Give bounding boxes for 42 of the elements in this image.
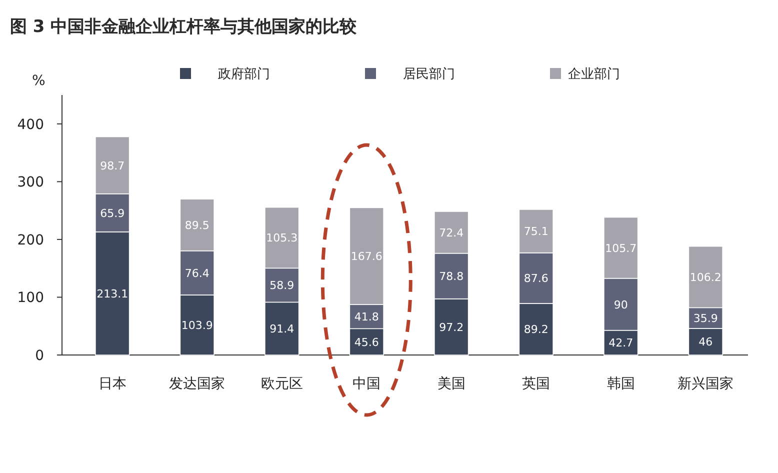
- data-label: 167.6: [350, 250, 382, 264]
- y-tick-label: 200: [17, 232, 44, 248]
- data-label: 42.7: [608, 336, 634, 350]
- x-tick-label: 中国: [352, 376, 381, 392]
- data-label: 76.4: [184, 266, 210, 280]
- data-label: 41.8: [354, 310, 379, 324]
- legend-label: 居民部门: [403, 66, 455, 82]
- chart-title: 图 3 中国非金融企业杠杆率与其他国家的比较: [10, 17, 358, 37]
- data-label: 213.1: [96, 287, 128, 300]
- data-label: 91.4: [270, 322, 294, 336]
- data-label: 78.8: [439, 270, 464, 284]
- data-label: 72.4: [439, 226, 464, 240]
- legend-label: 政府部门: [218, 66, 270, 82]
- data-label: 87.6: [524, 272, 548, 286]
- data-label: 90: [614, 298, 628, 312]
- y-axis-title: %: [32, 73, 46, 89]
- data-label: 106.2: [690, 271, 722, 284]
- data-label: 98.7: [100, 159, 125, 172]
- data-label: 45.6: [354, 336, 379, 349]
- x-tick-label: 美国: [437, 376, 466, 392]
- data-label: 103.9: [181, 318, 213, 332]
- data-label: 89.5: [184, 218, 210, 232]
- y-tick-label: 400: [17, 116, 44, 133]
- x-tick-label: 欧元区: [260, 376, 303, 392]
- legend-label: 企业部门: [568, 66, 620, 82]
- x-tick-label: 韩国: [606, 376, 635, 392]
- data-label: 97.2: [439, 320, 464, 334]
- data-label: 65.9: [100, 206, 125, 220]
- data-label: 105.7: [605, 242, 637, 255]
- y-tick-label: 0: [35, 348, 44, 364]
- data-label: 75.1: [524, 225, 548, 238]
- data-label: 35.9: [693, 312, 718, 326]
- x-tick-label: 新兴国家: [678, 376, 734, 392]
- data-label: 89.2: [524, 323, 548, 336]
- y-tick-label: 300: [17, 174, 44, 191]
- data-label: 46: [698, 336, 713, 349]
- data-label: 58.9: [270, 279, 294, 292]
- x-tick-label: 日本: [98, 376, 126, 392]
- x-tick-label: 英国: [522, 376, 550, 392]
- y-tick-label: 100: [17, 290, 44, 306]
- data-label: 105.3: [266, 232, 298, 245]
- x-tick-label: 发达国家: [169, 376, 226, 392]
